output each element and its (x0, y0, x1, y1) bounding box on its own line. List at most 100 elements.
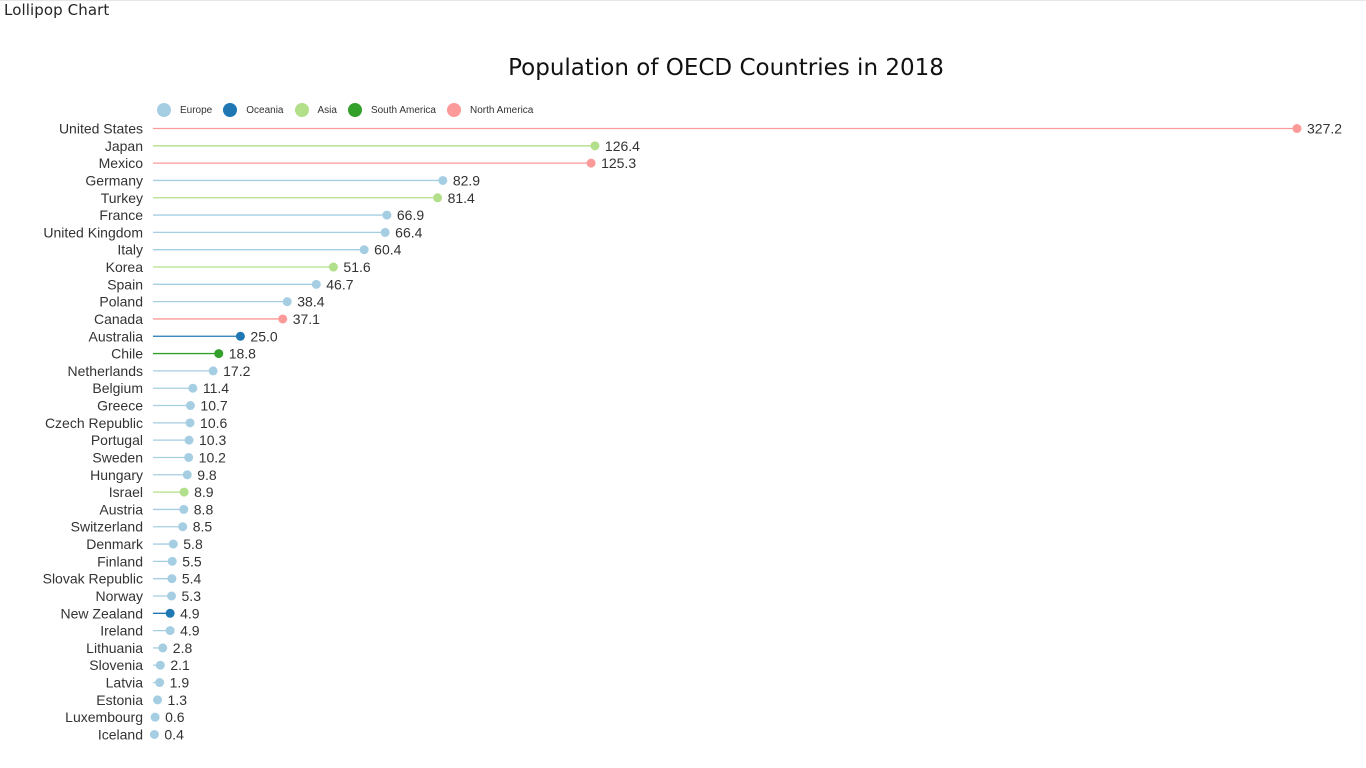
lollipop-dot[interactable] (282, 297, 292, 307)
lollipop-dot[interactable] (150, 712, 160, 722)
lollipop-portugal[interactable]: Portugal 10.3 (91, 432, 227, 448)
lollipop-dot[interactable] (165, 626, 175, 636)
lollipop-dot[interactable] (311, 279, 321, 289)
category-label: Chile (111, 346, 143, 362)
value-label: 82.9 (453, 172, 480, 188)
lollipop-italy[interactable]: Italy 60.4 (117, 242, 401, 258)
lollipop-ireland[interactable]: Ireland 4.9 (100, 623, 200, 639)
legend-swatch (347, 103, 362, 117)
lollipop-dot[interactable] (380, 227, 390, 237)
lollipop-dot[interactable] (1292, 124, 1302, 133)
value-label: 17.2 (223, 363, 250, 379)
category-label: United States (59, 121, 143, 137)
lollipop-dot[interactable] (165, 608, 175, 618)
lollipop-canada[interactable]: Canada 37.1 (94, 311, 320, 327)
lollipop-dot[interactable] (328, 262, 338, 272)
value-label: 1.3 (168, 692, 188, 708)
category-label: Slovak Republic (43, 571, 143, 587)
lollipop-austria[interactable]: Austria 8.8 (99, 501, 213, 517)
lollipop-israel[interactable]: Israel 8.9 (109, 484, 214, 500)
lollipop-dot[interactable] (184, 452, 194, 462)
lollipop-australia[interactable]: Australia 25.0 (89, 328, 278, 344)
legend-item-north-america[interactable]: North America (447, 103, 533, 117)
category-label: Lithuania (86, 640, 143, 656)
lollipop-dot[interactable] (433, 193, 443, 203)
lollipop-poland[interactable]: Poland 38.4 (99, 294, 324, 310)
category-label: Norway (96, 588, 143, 604)
lollipop-dot[interactable] (167, 591, 177, 601)
value-label: 60.4 (374, 242, 401, 258)
lollipop-dot[interactable] (438, 175, 448, 185)
lollipop-united-states[interactable]: United States 327.2 (59, 121, 1342, 137)
lollipop-dot[interactable] (167, 556, 177, 566)
lollipop-dot[interactable] (185, 401, 195, 411)
lollipop-dot[interactable] (168, 539, 178, 549)
legend-item-oceania[interactable]: Oceania (223, 103, 284, 117)
lollipop-dot[interactable] (278, 314, 288, 324)
lollipop-dot[interactable] (184, 435, 194, 445)
value-label: 0.4 (164, 727, 184, 743)
lollipop-slovenia[interactable]: Slovenia 2.1 (89, 657, 190, 673)
lollipop-dot[interactable] (167, 574, 177, 584)
legend-item-south-america[interactable]: South America (347, 103, 436, 117)
value-label: 8.8 (194, 501, 214, 517)
lollipop-dot[interactable] (178, 522, 188, 532)
lollipop-slovak-republic[interactable]: Slovak Republic 5.4 (43, 571, 202, 587)
lollipop-dot[interactable] (153, 695, 163, 705)
lollipop-dot[interactable] (382, 210, 392, 220)
lollipop-chile[interactable]: Chile 18.8 (111, 346, 256, 362)
category-label: Sweden (92, 449, 143, 465)
lollipop-dot[interactable] (214, 349, 224, 359)
lollipop-czech-republic[interactable]: Czech Republic 10.6 (45, 415, 228, 431)
lollipop-hungary[interactable]: Hungary 9.8 (90, 467, 217, 483)
lollipop-lithuania[interactable]: Lithuania 2.8 (86, 640, 192, 656)
category-label: Mexico (99, 155, 144, 171)
category-label: Poland (99, 294, 143, 310)
lollipop-turkey[interactable]: Turkey 81.4 (101, 190, 475, 206)
lollipop-dot[interactable] (149, 730, 159, 739)
visual-top-border (0, 0, 1366, 1)
lollipop-dot[interactable] (359, 245, 369, 255)
lollipop-iceland[interactable]: Iceland 0.4 (98, 727, 184, 743)
value-label: 10.7 (200, 398, 227, 414)
lollipop-belgium[interactable]: Belgium 11.4 (92, 380, 229, 396)
legend-item-asia[interactable]: Asia (294, 103, 337, 117)
lollipop-sweden[interactable]: Sweden 10.2 (92, 449, 226, 465)
legend-item-europe[interactable]: Europe (157, 103, 212, 117)
lollipop-united-kingdom[interactable]: United Kingdom 66.4 (43, 224, 422, 240)
category-label: United Kingdom (43, 224, 143, 240)
lollipop-mexico[interactable]: Mexico 125.3 (99, 155, 637, 171)
lollipop-japan[interactable]: Japan 126.4 (105, 138, 640, 154)
lollipop-dot[interactable] (182, 470, 192, 480)
lollipop-greece[interactable]: Greece 10.7 (97, 398, 228, 414)
value-label: 8.9 (194, 484, 214, 500)
lollipop-denmark[interactable]: Denmark 5.8 (86, 536, 203, 552)
lollipop-norway[interactable]: Norway 5.3 (96, 588, 202, 604)
lollipop-luxembourg[interactable]: Luxembourg 0.6 (65, 709, 185, 725)
lollipop-dot[interactable] (208, 366, 218, 376)
lollipop-germany[interactable]: Germany 82.9 (85, 172, 480, 188)
lollipop-dot[interactable] (185, 418, 195, 428)
lollipop-dot[interactable] (586, 158, 596, 168)
lollipop-dot[interactable] (590, 141, 600, 151)
lollipop-spain[interactable]: Spain 46.7 (107, 276, 354, 292)
lollipop-dot[interactable] (179, 487, 189, 497)
lollipop-dot[interactable] (179, 504, 189, 514)
lollipop-switzerland[interactable]: Switzerland 8.5 (71, 519, 213, 535)
legend-swatch (223, 103, 238, 117)
lollipop-netherlands[interactable]: Netherlands 17.2 (68, 363, 251, 379)
lollipop-estonia[interactable]: Estonia 1.3 (96, 692, 187, 708)
lollipop-dot[interactable] (158, 643, 168, 653)
lollipop-dot[interactable] (235, 331, 245, 341)
category-label: Slovenia (89, 657, 143, 673)
lollipop-france[interactable]: France 66.9 (99, 207, 424, 223)
lollipop-dot[interactable] (155, 660, 165, 670)
lollipop-new-zealand[interactable]: New Zealand 4.9 (61, 605, 200, 621)
legend-swatch (447, 103, 461, 117)
lollipop-korea[interactable]: Korea 51.6 (106, 259, 371, 275)
lollipop-finland[interactable]: Finland 5.5 (97, 553, 202, 569)
lollipop-dot[interactable] (188, 383, 198, 393)
lollipop-dot[interactable] (155, 678, 165, 688)
category-label: France (99, 207, 143, 223)
lollipop-latvia[interactable]: Latvia 1.9 (106, 675, 190, 691)
